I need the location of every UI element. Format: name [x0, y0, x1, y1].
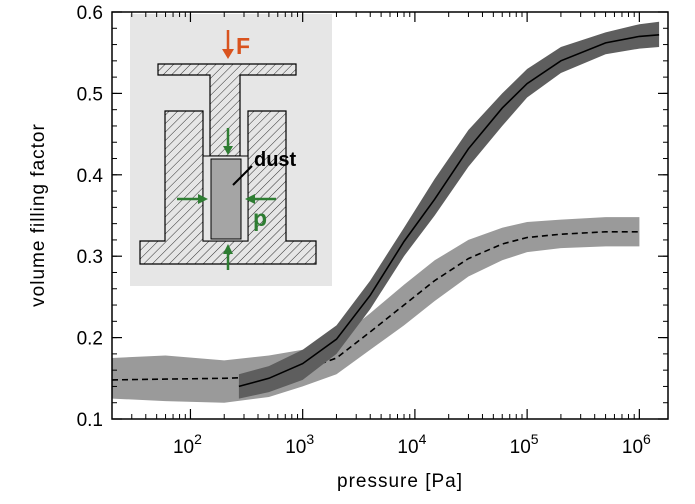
- y-tick-label: 0.3: [77, 247, 103, 268]
- inset-schematic: dust F p: [130, 14, 332, 286]
- data-layer: [112, 21, 660, 403]
- force-arrow: [222, 30, 234, 59]
- omnidirectional-measurement-band: [238, 21, 660, 399]
- y-axis: 0.1 0.2 0.3 0.4 0.5 0.6: [77, 3, 668, 431]
- y-tick-label: 0.2: [77, 329, 103, 350]
- y-tick-label: 0.5: [77, 84, 103, 105]
- pressure-arrow-right: [245, 194, 276, 204]
- pressure-label: p: [253, 205, 267, 231]
- y-axis-label: volume filling factor: [28, 123, 49, 307]
- dust-sample: [210, 158, 242, 240]
- x-axis-label: pressure [Pa]: [337, 471, 463, 492]
- dust-label: dust: [254, 149, 297, 171]
- x-tick-label: 105: [510, 431, 539, 458]
- x-tick-label: 104: [397, 431, 426, 458]
- y-tick-label: 0.6: [77, 3, 103, 24]
- dust-leader-line: [232, 165, 253, 186]
- x-tick-label: 103: [285, 431, 314, 458]
- force-label: F: [236, 33, 250, 59]
- uniaxial-fit: [112, 231, 640, 381]
- x-axis: 102 103 104 105 106: [111, 12, 651, 458]
- x-tick-label: 102: [173, 431, 202, 458]
- pressure-arrow-top: [223, 128, 233, 155]
- x-tick-label: 106: [622, 431, 651, 458]
- omnidirectional-fit: [238, 34, 660, 388]
- y-tick-label: 0.4: [77, 166, 104, 187]
- y-tick-label: 0.1: [77, 410, 103, 431]
- pressure-arrow-bottom: [223, 244, 233, 270]
- pressure-arrow-left: [177, 194, 208, 204]
- uniaxial-measurement-band: [112, 217, 640, 403]
